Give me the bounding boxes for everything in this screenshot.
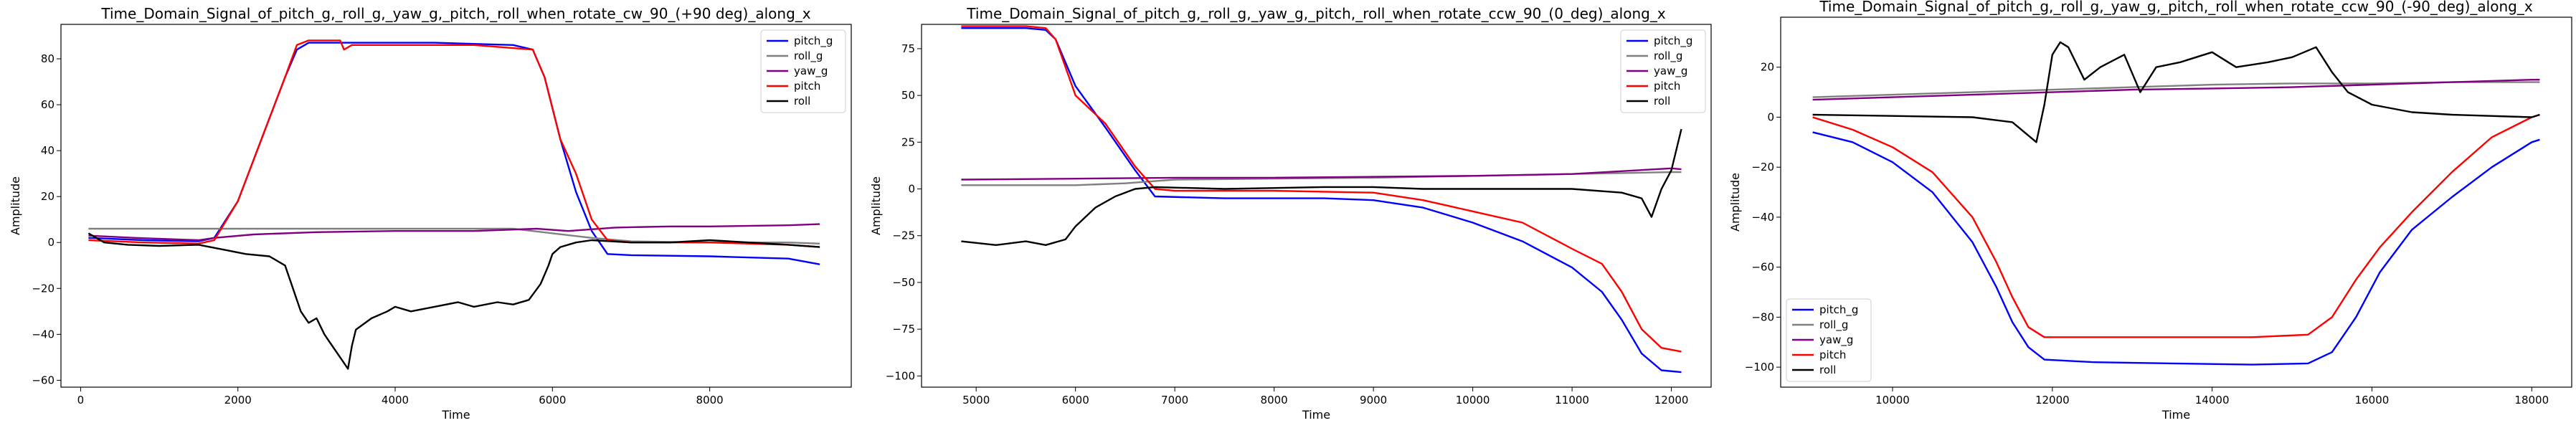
legend-entry: yaw_g (1819, 333, 1853, 347)
y-axis-label: Amplitude (9, 176, 22, 235)
x-tick-label: 16000 (2355, 394, 2390, 407)
x-axis-label: Time (1302, 408, 1330, 422)
y-tick-label: −80 (1751, 310, 1774, 323)
y-tick-label: −20 (1751, 161, 1774, 174)
legend-entry: roll (794, 95, 810, 108)
y-tick-label: 20 (1761, 61, 1774, 74)
legend-box (1620, 29, 1706, 113)
x-tick-label: 2000 (224, 394, 252, 407)
x-tick-label: 10000 (1456, 394, 1490, 407)
plot-frame (60, 24, 852, 388)
x-tick-label: 12000 (2035, 394, 2070, 407)
y-tick-label: −25 (892, 229, 915, 242)
y-tick-label: 0 (908, 183, 915, 196)
y-axis-label: Amplitude (869, 176, 883, 235)
y-tick-label: −40 (32, 328, 55, 341)
y-axis-label: Amplitude (1728, 173, 1742, 232)
x-tick-label: 8000 (1261, 394, 1288, 407)
legend-entry: pitch (794, 80, 820, 92)
legend-entry: yaw_g (794, 65, 828, 78)
chart-title: Time_Domain_Signal_of_pitch_g,_roll_g,_y… (1819, 0, 2532, 15)
series-group (1812, 41, 2540, 366)
y-tick-label: 0 (1767, 110, 1774, 123)
y-tick-label: −75 (892, 323, 915, 336)
legend-box (760, 29, 846, 113)
x-tick-label: 10000 (1875, 394, 1910, 407)
x-tick-label: 18000 (2514, 394, 2549, 407)
legend-entry: pitch (1819, 348, 1846, 361)
legend-entry: pitch_g (794, 34, 833, 48)
x-tick-label: 11000 (1555, 394, 1589, 407)
x-axis-label: Time (2161, 408, 2190, 422)
series-line-roll (1812, 41, 2540, 143)
plot-frame (1780, 16, 2572, 388)
y-tick-label: −100 (1745, 361, 1774, 374)
y-tick-label: −60 (32, 374, 55, 386)
plot-frame (921, 24, 1712, 388)
y-tick-label: −50 (892, 276, 915, 289)
series-line-yaw_g (88, 223, 820, 242)
y-tick-label: −40 (1751, 211, 1774, 224)
legend-box (1786, 298, 1872, 382)
y-tick-label: 75 (901, 42, 915, 55)
series-line-roll (87, 232, 820, 370)
y-tick-label: 60 (41, 98, 55, 111)
legend-entry: roll_g (794, 49, 823, 63)
x-tick-label: 8000 (696, 394, 724, 407)
series-line-yaw_g (1812, 79, 2540, 101)
chart-panel-2: Time_Domain_Signal_of_pitch_g,_roll_g,_y… (869, 5, 1712, 422)
y-tick-label: −100 (886, 369, 915, 382)
series-line-pitch (1812, 113, 2540, 338)
y-tick-label: 80 (41, 52, 55, 65)
series-line-pitch_g (1812, 131, 2540, 366)
y-tick-label: 0 (47, 236, 55, 249)
y-tick-label: 40 (41, 144, 55, 157)
series-group (961, 25, 1682, 374)
legend-entry: roll_g (1819, 318, 1848, 332)
y-tick-label: −60 (1751, 261, 1774, 274)
x-tick-label: 12000 (1654, 394, 1689, 407)
x-tick-label: 0 (77, 394, 85, 407)
legend-entry: roll (1819, 363, 1836, 376)
series-line-roll (961, 128, 1682, 246)
legend-entry: pitch_g (1819, 303, 1858, 317)
chart-title: Time_Domain_Signal_of_pitch_g,_roll_g,_y… (966, 5, 1666, 22)
series-line-pitch (88, 39, 820, 248)
legend-entry: roll (1654, 95, 1670, 108)
legend-entry: pitch_g (1654, 34, 1692, 48)
y-tick-label: 25 (901, 136, 915, 148)
series-line-roll_g (961, 171, 1682, 186)
chart-panel-3: Time_Domain_Signal_of_pitch_g,_roll_g,_y… (1728, 0, 2572, 422)
legend-entry: yaw_g (1654, 65, 1687, 78)
y-tick-label: 50 (901, 89, 915, 102)
legend-entry: roll_g (1654, 49, 1682, 63)
series-line-pitch (961, 25, 1682, 353)
y-tick-label: −20 (32, 282, 55, 295)
chart-panel-1: Time_Domain_Signal_of_pitch_g,_roll_g,_y… (9, 5, 852, 422)
x-tick-label: 4000 (382, 394, 409, 407)
x-tick-label: 6000 (1062, 394, 1089, 407)
x-tick-label: 14000 (2195, 394, 2230, 407)
legend-entry: pitch (1654, 80, 1680, 92)
x-tick-label: 6000 (539, 394, 566, 407)
series-line-yaw_g (961, 167, 1682, 181)
chart-title: Time_Domain_Signal_of_pitch_g,_roll_g,_y… (100, 5, 810, 22)
series-group (87, 39, 820, 370)
y-tick-label: 20 (41, 190, 55, 203)
x-axis-label: Time (441, 408, 470, 422)
x-tick-label: 5000 (962, 394, 990, 407)
x-tick-label: 7000 (1161, 394, 1188, 407)
x-tick-label: 9000 (1360, 394, 1387, 407)
